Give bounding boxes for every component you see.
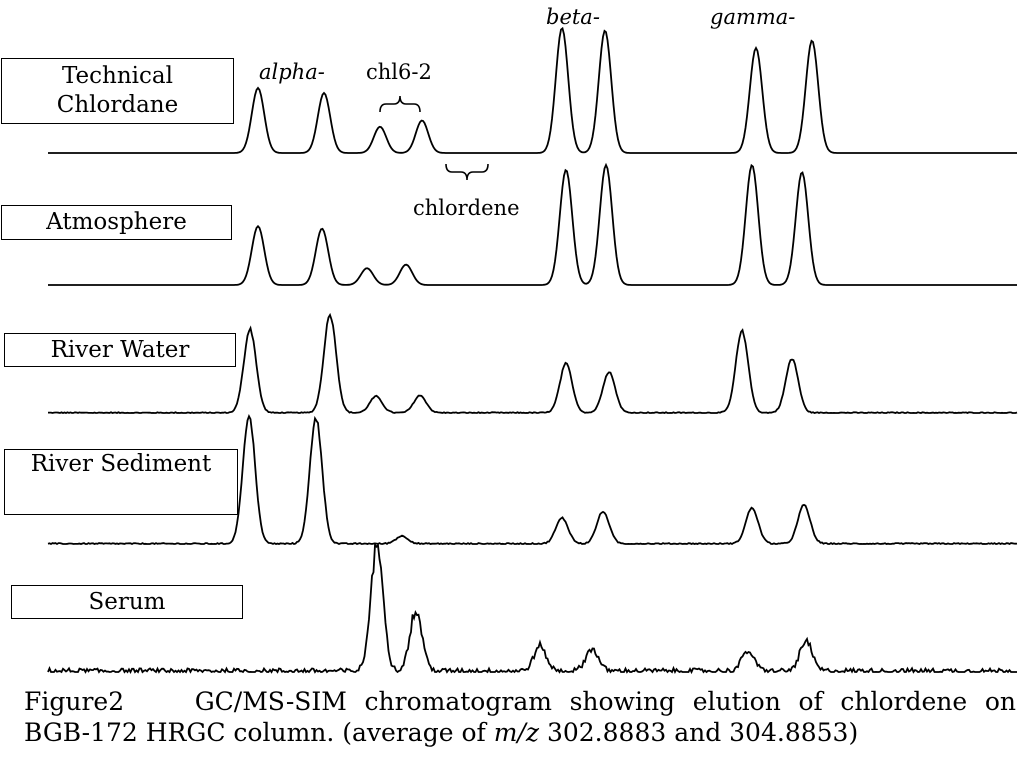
trace-serum [47,542,1017,675]
trace-river-sediment [47,413,1018,546]
series-label-serum: Serum [11,585,243,619]
peak-label-alpha: alpha- [259,60,325,84]
chromatogram-chart [47,26,1018,675]
trace-river-water [48,312,1018,414]
caption-line-2-mz: m/z [493,718,540,747]
trace-atmosphere [48,162,1017,286]
series-label-river-water: River Water [4,333,236,367]
caption-line-2-pre: BGB-172 HRGC column. (average of [24,718,494,747]
peak-label-beta: beta- [546,5,600,29]
series-label-atmosphere: Atmosphere [1,205,232,240]
caption-line-1: Figure2 GC/MS-SIM chromatogram showing e… [24,687,1016,716]
series-label-river-sediment: River Sediment [4,449,238,515]
series-label-technical-chlordane: Technical Chlordane [1,58,234,124]
caption-line-2-post: 302.8883 and 304.8853) [539,718,859,747]
brace-chlordene [445,163,489,181]
figure-caption: Figure2 GC/MS-SIM chromatogram showing e… [24,686,1016,748]
trace-technical-chlordane [48,26,1017,154]
peak-label-gamma: gamma- [710,5,796,29]
peak-label-chlordene: chlordene [413,196,520,220]
brace-chl6-2 [379,95,421,113]
peak-label-chl6-2: chl6-2 [366,60,432,84]
